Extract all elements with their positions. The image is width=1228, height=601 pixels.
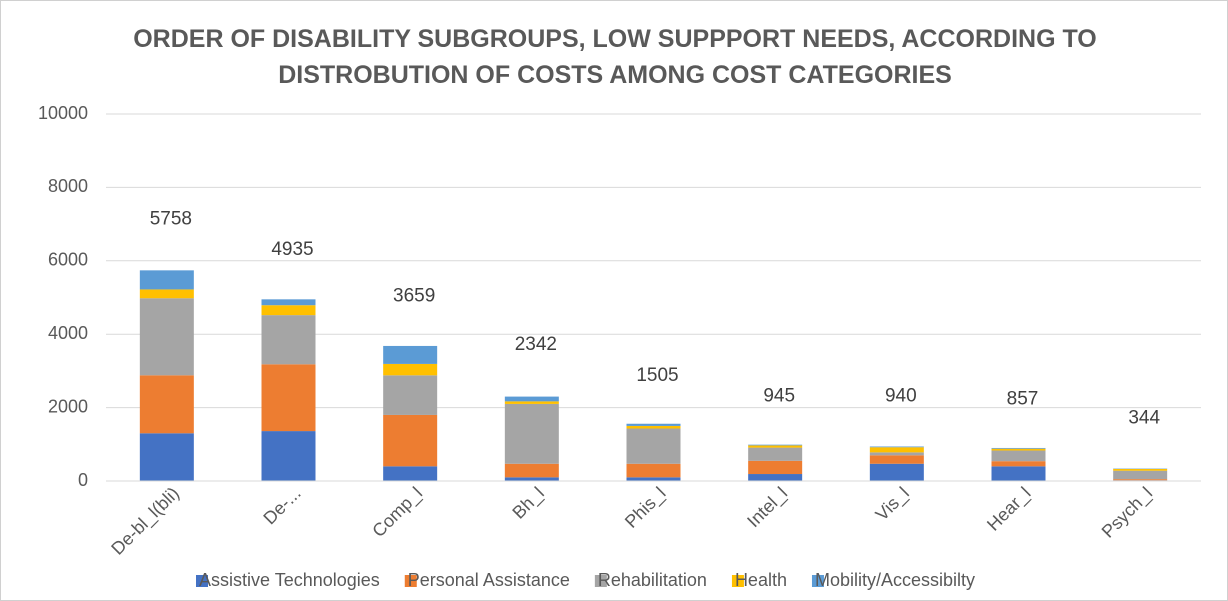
total-label: 2342 [515,334,557,355]
bar-segment [139,433,194,481]
bar-segment [869,446,924,448]
bar-segment [626,428,681,464]
bar-segment [504,463,559,478]
bar-segment [504,403,559,464]
y-tick-label: 0 [78,470,88,490]
legend-swatch [404,575,417,587]
total-label: 3659 [393,286,435,307]
legend-label: Assistive Technologies [199,570,380,590]
bar-segment [261,315,316,365]
bar-segment [383,414,438,467]
bar-segment [748,445,803,448]
bar-segment [869,447,924,453]
bar-segment [991,448,1046,451]
bar-segment [626,423,681,426]
total-label: 5758 [150,209,192,230]
bar-segment [748,444,803,446]
x-tick-label: De-bl_l(bli) [107,483,183,559]
x-tick-label: Bh_l [508,483,548,523]
total-label: 1505 [636,365,678,386]
bar-segment [991,450,1046,462]
bar-segment [139,289,194,299]
bar-segment [504,477,559,481]
total-label: 4935 [271,239,313,260]
x-tick-label: Hear_l [983,483,1035,535]
bar-segment [1113,468,1168,471]
bar-segment [991,461,1046,467]
legend-swatch [594,575,607,587]
x-tick-label: Intel_l [743,483,792,532]
bar-segment [869,455,924,464]
y-tick-label: 6000 [48,250,88,270]
total-label: 344 [1128,407,1160,428]
bar-segment [261,431,316,481]
bar-segment [139,375,194,434]
bar-segment [991,466,1046,481]
legend-swatch [196,575,208,587]
chart-title: ORDER OF DISABILITY SUBGROUPS, LOW SUPPP… [133,25,1097,89]
bar-segment [748,460,803,475]
bar-segment [748,447,803,461]
bar-segment [504,396,559,402]
y-tick-label: 8000 [48,176,88,196]
bar-segment [261,364,316,432]
legend-swatch [731,575,744,587]
bar-segment [383,363,438,376]
bar-segment [869,452,924,456]
bar-segment [626,463,681,478]
bar-segment [626,425,681,429]
legend-label: Personal Assistance [408,570,570,590]
bar-segment [261,305,316,316]
y-tick-label: 4000 [48,323,88,343]
x-tick-label: De-... [259,483,304,528]
bar-segment [748,474,803,481]
bar-segment [383,345,438,364]
x-tick-label: Vis_l [872,483,914,525]
legend-swatch [811,575,824,587]
bar-segment [383,375,438,415]
bar-segment [991,447,1046,449]
bar-segment [1113,470,1168,480]
total-label: 945 [763,385,795,406]
bar-segment [261,299,316,306]
y-tick-label: 2000 [48,396,88,416]
total-label: 857 [1007,389,1039,410]
total-label: 940 [885,386,917,407]
bar-segment [139,270,194,290]
bar-segment [869,463,924,481]
x-tick-label: Psych_l [1098,483,1157,542]
legend-label: Health [735,570,787,590]
legend-label: Rehabilitation [598,570,707,590]
y-tick-label: 10000 [38,103,88,123]
x-tick-label: Comp_l [368,483,427,542]
bar-segment [626,477,681,481]
bar-segment [1113,479,1168,481]
bar-segment [504,401,559,404]
bar-segment [139,298,194,376]
x-tick-label: Phis_l [621,483,671,533]
bar-segment [383,466,438,481]
legend-label: Mobility/Accessibilty [815,570,975,590]
